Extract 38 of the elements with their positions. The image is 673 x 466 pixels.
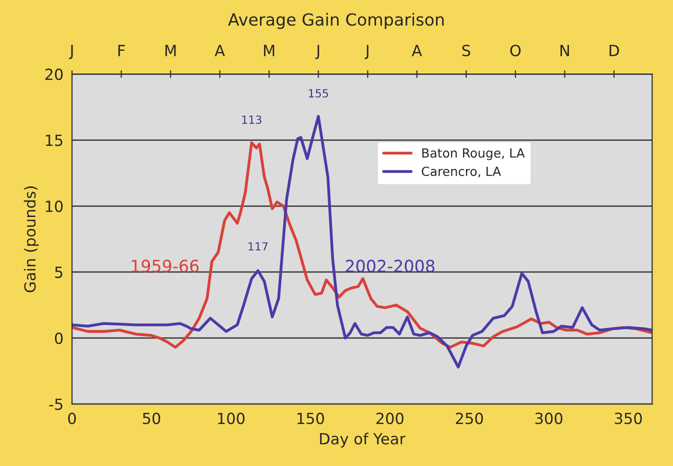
x-tick-label: 350 [614,412,642,424]
text: O [510,44,521,56]
y-tick-label: 0 [54,332,63,344]
text: J [68,44,73,60]
text: S [462,44,470,56]
text: M [264,44,274,56]
y-tick-label: 15 [46,134,62,146]
x-tick-label: 150 [298,412,324,424]
text: F [118,44,125,56]
annotation: 113 [242,115,262,124]
text: D [610,44,619,56]
annotation: 1959-66 [132,260,199,272]
annotation: 2002-2008 [346,260,434,272]
text: J [315,44,320,60]
text: N [560,44,569,56]
legend-label: Baton Rouge, LA [422,148,525,160]
y-axis-title: Gain (pounds) [24,186,39,292]
text: A [214,44,225,56]
x-tick-label: 50 [142,412,160,424]
x-tick-label: 200 [376,412,404,424]
y-tick-label: 20 [45,68,63,80]
y-tick-label: -5 [49,398,62,410]
line-series [72,141,652,349]
text: A [412,44,422,56]
text: M [165,44,176,56]
legend-label: Carencro, LA [422,166,501,178]
x-tick-label: 250 [456,412,483,424]
text: J [364,44,368,60]
x-tick-label: 100 [218,412,245,424]
y-tick-label: 10 [46,200,63,212]
x-tick-label: 0 [68,412,76,424]
annotation: 117 [248,242,268,250]
line-series [72,114,652,368]
annotation: 155 [308,89,328,98]
chart-title: Average Gain Comparison [228,12,444,30]
x-tick-label: 300 [535,412,562,424]
x-axis-title: Day of Year [320,432,406,448]
y-tick-label: 5 [55,266,62,278]
